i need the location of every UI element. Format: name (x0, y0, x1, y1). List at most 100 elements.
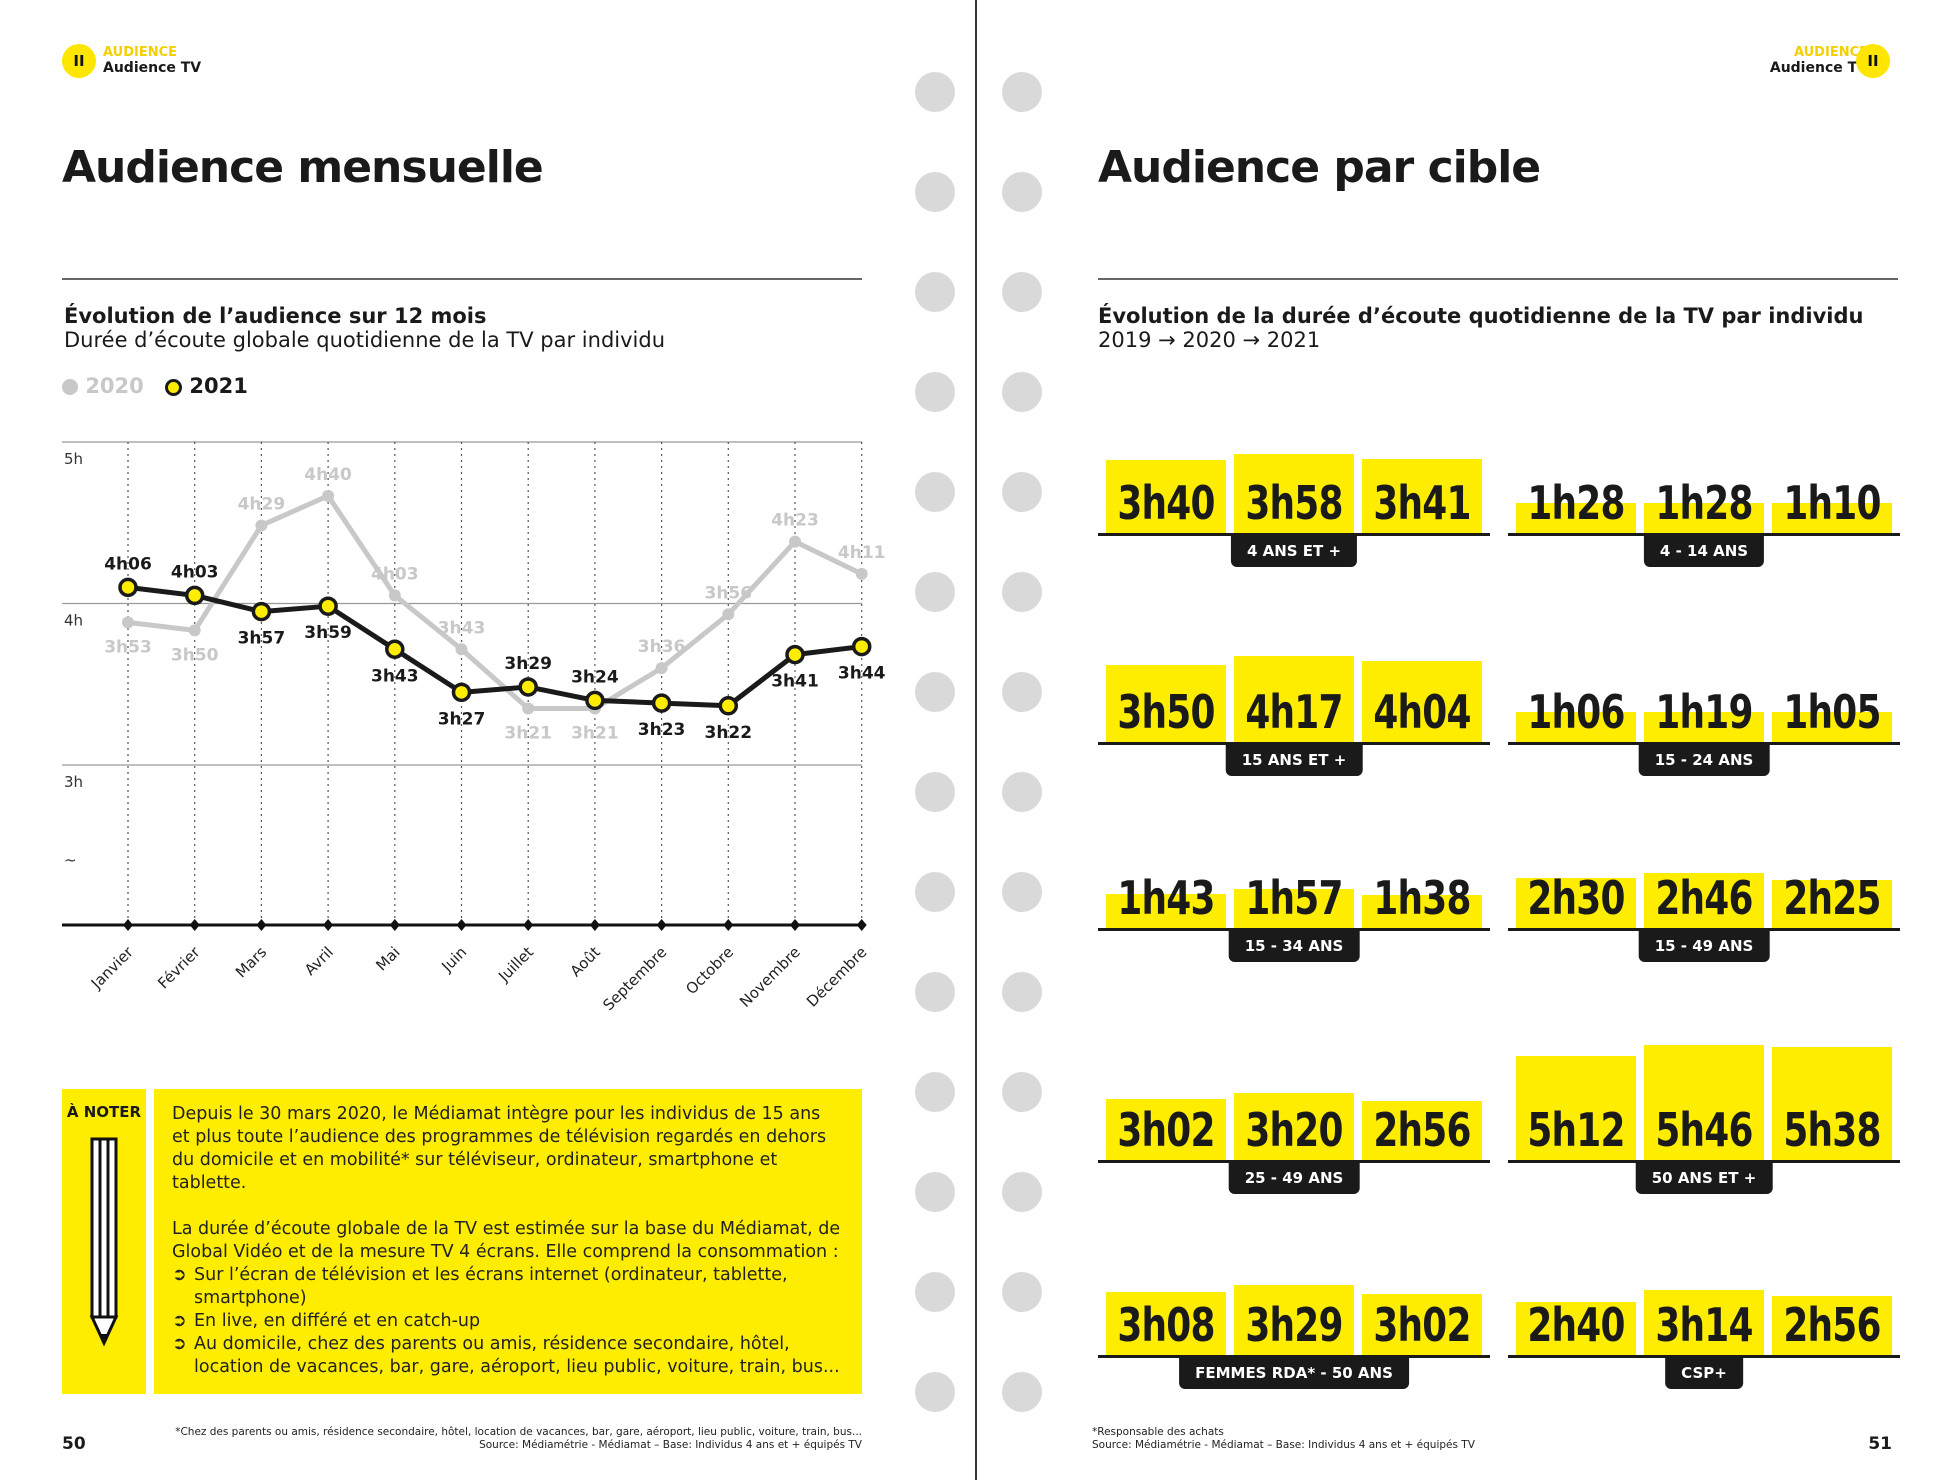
target-tag: 15 - 34 ANS (1228, 930, 1360, 962)
data-label-2021: 3h22 (705, 723, 753, 743)
target-tag: 50 ANS ET + (1635, 1162, 1773, 1194)
footnote-right: *Responsable des achats Source: Médiamét… (1092, 1426, 1475, 1451)
x-tick-label: Décembre (803, 943, 871, 1011)
bar-value-label: 3h29 (1245, 1298, 1343, 1352)
data-point-2020 (455, 643, 468, 656)
binder-hole (1002, 572, 1042, 612)
section-name: Audience TV (103, 60, 202, 76)
bar-value-label: 1h57 (1245, 871, 1343, 925)
page-number-left: 50 (62, 1434, 86, 1454)
data-point-2021 (118, 577, 138, 598)
binder-hole (1002, 72, 1042, 112)
data-point-2020 (122, 616, 134, 629)
data-point-2020 (855, 567, 868, 580)
target-tag: CSP+ (1665, 1357, 1743, 1389)
data-point-2021 (585, 690, 605, 711)
x-tick-label: Février (154, 943, 204, 993)
target-bar (1644, 503, 1764, 533)
x-tick-label: Juillet (494, 943, 537, 986)
target-bar (1106, 1292, 1226, 1355)
page-title: Audience mensuelle (62, 142, 544, 193)
bar-value-label: 1h28 (1527, 476, 1625, 530)
title-divider-right (1098, 278, 1898, 280)
data-label-2020: 4h11 (838, 543, 886, 563)
bar-value-label: 3h58 (1245, 476, 1343, 530)
group-baseline (1098, 1355, 1490, 1358)
target-bar (1772, 503, 1892, 533)
chart-subtitle: Durée d’écoute globale quotidienne de la… (64, 328, 666, 352)
data-label-2020: 4h29 (238, 494, 286, 514)
bar-value-label: 1h10 (1783, 476, 1881, 530)
legend-swatch-2020 (62, 379, 78, 395)
legend-label-2021: 2021 (189, 374, 248, 398)
note-label-box: À NOTER (62, 1089, 146, 1394)
data-label-2021: 3h24 (571, 667, 619, 687)
binder-hole (1002, 872, 1042, 912)
page-title-right: Audience par cible (1098, 142, 1541, 193)
data-point-2020 (522, 702, 535, 715)
bar-value-label: 2h30 (1527, 871, 1625, 925)
list-item: ➲ Sur l’écran de télévision et les écrans… (172, 1265, 788, 1308)
group-baseline (1508, 533, 1900, 536)
target-bar (1234, 889, 1354, 928)
section-name: Audience TV (1769, 60, 1868, 76)
target-tag: 15 ANS ET + (1225, 744, 1363, 776)
binder-hole (1002, 672, 1042, 712)
page-number-right: 51 (1868, 1434, 1892, 1454)
target-tag: 15 - 49 ANS (1638, 930, 1770, 962)
binder-hole (1002, 1072, 1042, 1112)
x-tick-label: Octobre (682, 943, 737, 998)
binder-hole (915, 1372, 955, 1412)
arrow-circle-icon: ➲ (172, 1334, 187, 1354)
data-label-2021: 3h43 (371, 666, 419, 686)
section-header-right: AUDIENCE Audience TV (1770, 45, 1868, 76)
data-label-2020: 4h40 (304, 465, 352, 485)
target-bar (1644, 712, 1764, 742)
data-label-2021: 3h41 (771, 672, 819, 692)
group-baseline (1508, 742, 1900, 745)
data-point-2021 (518, 677, 538, 697)
binder-hole (915, 1172, 955, 1212)
target-bar (1362, 459, 1482, 533)
note-paragraph-2: La durée d’écoute globale de la TV est e… (172, 1219, 841, 1262)
data-label-2021: 3h29 (504, 654, 552, 674)
target-bar (1516, 503, 1636, 533)
target-bar (1516, 1301, 1636, 1355)
data-label-2021: 3h27 (438, 709, 486, 729)
target-tag: 4 ANS ET + (1230, 535, 1358, 567)
data-label-2021: 3h59 (304, 623, 352, 643)
binder-hole (915, 972, 955, 1012)
binder-hole (915, 372, 955, 412)
x-tick-label: Janvier (87, 943, 137, 993)
group-baseline (1098, 533, 1490, 536)
binder-hole (1002, 1172, 1042, 1212)
binder-hole (915, 772, 955, 812)
target-bar (1516, 1056, 1636, 1160)
title-divider (62, 278, 862, 280)
note-paragraph-1: Depuis le 30 mars 2020, le Médiamat intè… (172, 1104, 827, 1193)
target-bar (1106, 665, 1226, 742)
binder-hole (915, 872, 955, 912)
binder-hole (915, 672, 955, 712)
bar-value-label: 3h20 (1245, 1103, 1343, 1157)
group-baseline (1508, 1160, 1900, 1163)
data-point-2020 (322, 489, 335, 502)
target-bar (1234, 453, 1354, 533)
data-point-2021 (718, 696, 739, 716)
bar-value-label: 5h38 (1783, 1103, 1881, 1157)
bar-value-label: 3h14 (1655, 1298, 1753, 1352)
binder-hole (1002, 1272, 1042, 1312)
bar-value-label: 2h46 (1655, 871, 1753, 925)
bar-value-label: 3h08 (1117, 1298, 1215, 1352)
series-line-2020 (127, 493, 863, 711)
bar-value-label: 5h46 (1655, 1103, 1753, 1157)
group-baseline (1098, 742, 1490, 745)
data-point-2021 (851, 636, 872, 657)
bar-value-label: 2h25 (1783, 871, 1881, 925)
x-tick-label: Novembre (736, 943, 804, 1011)
data-point-2020 (255, 519, 268, 532)
binder-hole (1002, 172, 1042, 212)
section-badge: II (62, 44, 96, 78)
data-label-2020: 4h03 (371, 564, 419, 584)
data-point-2020 (722, 608, 735, 621)
